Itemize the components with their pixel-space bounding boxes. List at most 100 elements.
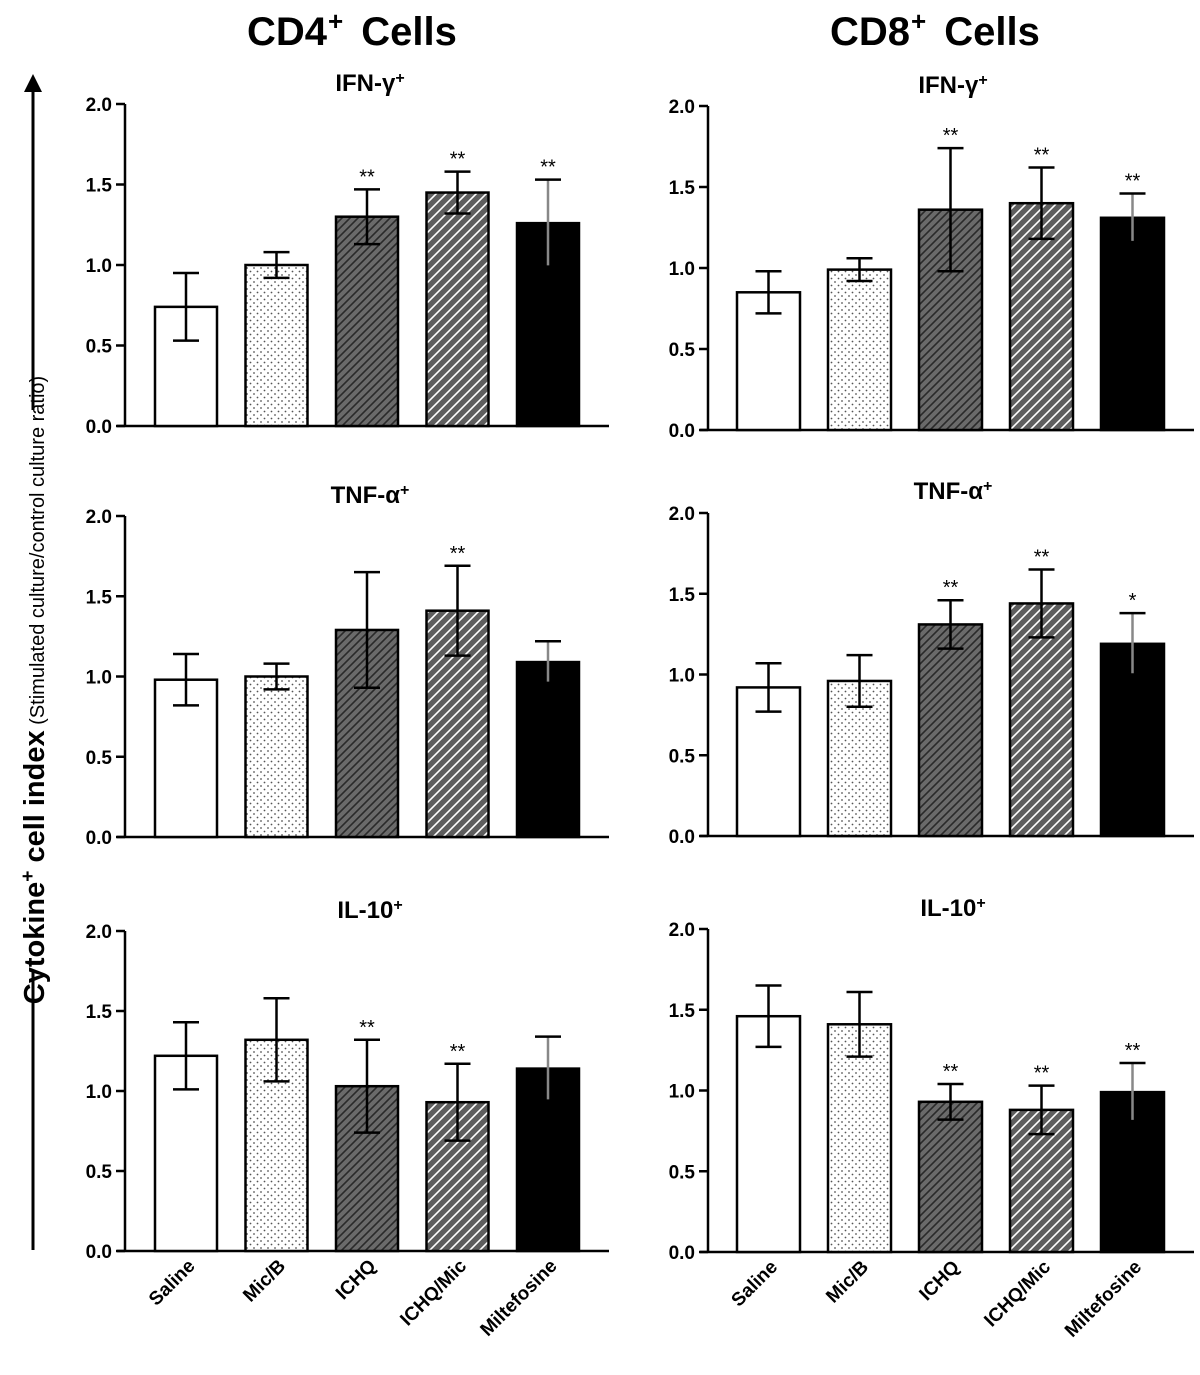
y-tick-label: 2.0 <box>86 507 112 528</box>
y-tick-label: 0.0 <box>86 828 112 849</box>
chart-title: IL-10+ <box>337 897 402 925</box>
y-tick-label: 1.0 <box>86 1082 112 1103</box>
column-title-cd8-sup: + <box>911 6 927 36</box>
y-tick-label: 1.5 <box>669 585 696 606</box>
significance-marker: ** <box>1034 1063 1050 1085</box>
y-tick-label: 0.0 <box>669 421 695 442</box>
y-tick-label: 1.5 <box>86 1002 113 1023</box>
chart-title-main: TNF-α <box>914 478 984 505</box>
significance-marker: ** <box>1125 170 1141 192</box>
significance-marker: * <box>1129 590 1137 612</box>
chart-title-main: IL-10 <box>337 897 393 924</box>
y-tick-label: 1.5 <box>86 587 113 608</box>
chart-title-sup: + <box>393 897 402 914</box>
y-tick-label: 0.5 <box>669 746 696 767</box>
bar-mic-b <box>826 268 893 432</box>
y-axis-label-sup: + <box>18 871 39 882</box>
chart-title: IFN-γ+ <box>335 70 404 98</box>
chart-title-sup: + <box>978 72 987 89</box>
y-tick-label: 1.0 <box>669 1082 695 1103</box>
chart-title-main: IL-10 <box>920 895 976 922</box>
column-title-cd8-main: CD8 <box>830 10 911 54</box>
y-tick-label: 0.5 <box>669 1162 696 1183</box>
x-tick-label: ICHQ/Mic <box>980 1256 1055 1331</box>
significance-marker: ** <box>943 125 959 147</box>
y-tick-label: 1.5 <box>86 176 113 197</box>
x-tick-label: Mic/B <box>239 1256 290 1307</box>
bar-mic-b <box>244 263 309 428</box>
significance-marker: ** <box>943 1061 959 1083</box>
y-axis-label: Cytokine+ cell index (Stimulated culture… <box>18 74 52 1250</box>
x-tick-label: ICHQ <box>916 1257 964 1305</box>
y-tick-label: 0.5 <box>86 748 113 769</box>
bar-miltefosine <box>1099 642 1166 838</box>
chart-title: TNF-α+ <box>914 478 993 506</box>
x-tick-label: ICHQ <box>332 1256 380 1304</box>
chart-title-sup: + <box>983 478 992 495</box>
chart-title-sup: + <box>395 70 404 87</box>
bar-ichq-mic <box>1008 201 1075 432</box>
y-tick-label: 1.0 <box>669 259 695 280</box>
charts-group: IFN-γ+0.00.51.01.52.0**** **IFN-γ+0.00.51… <box>86 70 1194 1342</box>
column-title-cd4-main: CD4 <box>247 10 328 54</box>
y-tick-label: 1.0 <box>86 256 112 277</box>
bar-ichq <box>334 215 400 428</box>
column-title-cd4-sup: + <box>328 6 344 36</box>
y-tick-label: 0.0 <box>669 827 695 848</box>
y-tick-label: 2.0 <box>86 95 112 116</box>
bar-ichq <box>917 623 984 838</box>
chart-title-main: TNF-α <box>331 482 401 509</box>
y-tick-label: 0.5 <box>86 1162 113 1183</box>
y-tick-label: 1.0 <box>669 666 695 687</box>
significance-marker: ** <box>359 166 375 188</box>
chart-cd4-tnfa: TNF-α+0.00.51.01.52.0** <box>86 482 609 849</box>
bar-saline <box>735 1014 802 1254</box>
y-tick-label: 2.0 <box>669 97 695 118</box>
y-tick-label: 2.0 <box>669 504 695 525</box>
y-axis-label-text: Cytokine+ cell index (Stimulated culture… <box>18 376 52 1004</box>
bar-miltefosine <box>515 660 581 839</box>
y-tick-label: 0.0 <box>669 1243 695 1264</box>
bar-saline <box>735 291 802 432</box>
significance-marker: ** <box>1034 547 1050 569</box>
significance-marker: ** <box>1034 145 1050 167</box>
chart-title-main: IFN-γ <box>918 72 979 99</box>
chart-title-sup: + <box>976 895 985 912</box>
column-title-cd8-rest: Cells <box>944 10 1040 54</box>
y-axis-label-bold: Cytokine <box>19 882 51 1004</box>
y-tick-label: 1.5 <box>669 178 696 199</box>
y-tick-label: 2.0 <box>669 920 695 941</box>
chart-cd8-ifng: IFN-γ+0.00.51.01.52.0****** <box>669 72 1194 442</box>
significance-marker: ** <box>943 577 959 599</box>
x-tick-label: Mic/B <box>822 1257 873 1308</box>
chart-title-sup: + <box>400 482 409 499</box>
y-axis-label-arrowhead <box>24 74 42 92</box>
bar-ichq-mic <box>425 191 490 428</box>
y-axis-label-bold-tail: cell index <box>19 730 51 870</box>
y-tick-label: 0.0 <box>86 1242 112 1263</box>
x-tick-label: ICHQ/Mic <box>396 1255 471 1330</box>
significance-marker: ** <box>540 157 556 179</box>
bar-mic-b <box>826 1023 893 1254</box>
significance-marker: ** <box>450 1041 466 1063</box>
chart-title: TNF-α+ <box>331 482 410 510</box>
y-axis-label-normal: (Stimulated culture/control culture rati… <box>27 376 49 731</box>
x-tick-label: Saline <box>728 1257 782 1311</box>
significance-marker: ** <box>450 543 466 565</box>
x-tick-label: Miltefosine <box>1061 1257 1146 1342</box>
bar-saline <box>735 686 802 838</box>
chart-title: IFN-γ+ <box>918 72 987 100</box>
y-tick-label: 1.0 <box>86 668 112 689</box>
column-title-cd8: CD8+ Cells <box>830 8 1040 54</box>
chart-cd8-tnfa: TNF-α+0.00.51.01.52.0***** <box>669 478 1194 848</box>
x-tick-label: Saline <box>145 1256 199 1310</box>
bar-miltefosine <box>1099 216 1166 432</box>
y-tick-label: 0.0 <box>86 417 112 438</box>
chart-title: IL-10+ <box>920 895 985 923</box>
bar-ichq-mic <box>1008 602 1075 838</box>
y-tick-label: 0.5 <box>669 340 696 361</box>
